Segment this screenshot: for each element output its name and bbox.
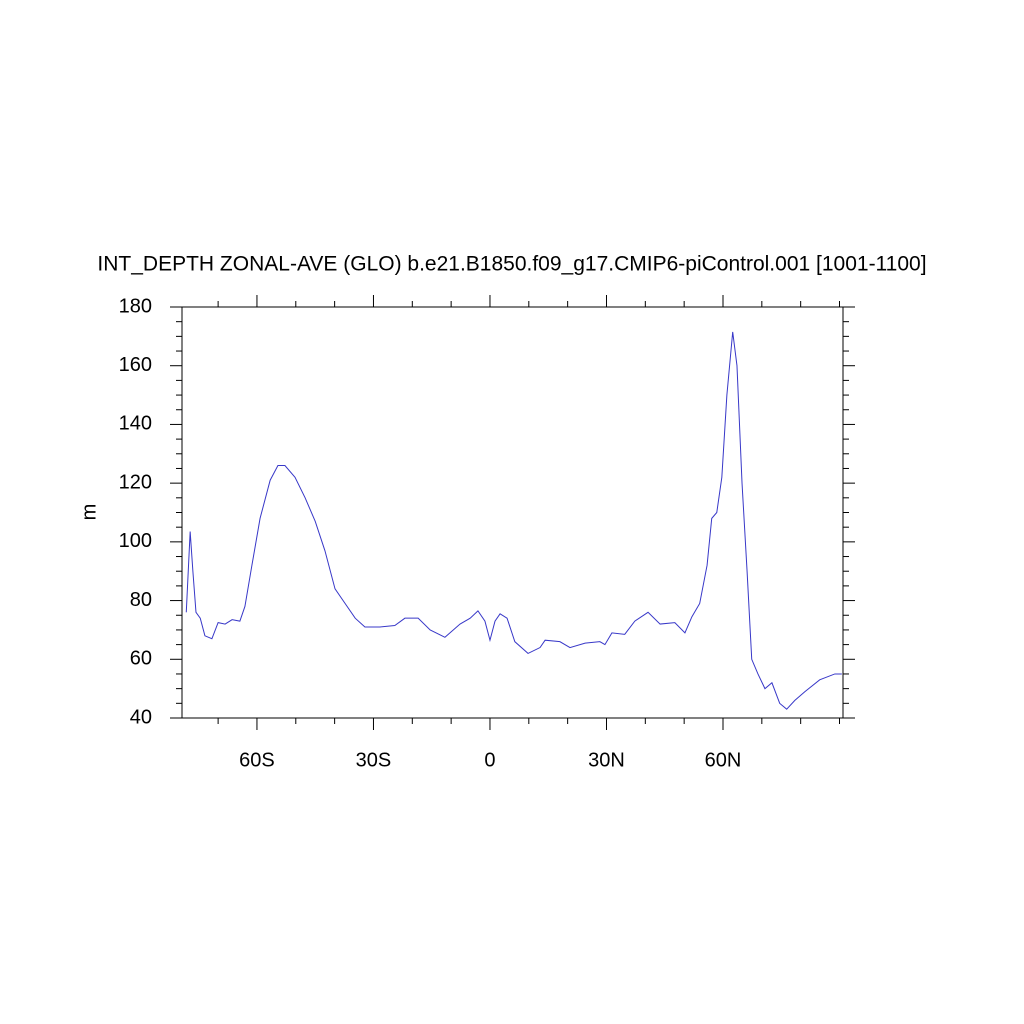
y-tick-label: 60 [130, 648, 152, 670]
data-line [185, 331, 842, 710]
x-tick-label: 30S [356, 749, 392, 771]
y-axis-label: m [78, 504, 100, 521]
y-tick-label: 80 [130, 589, 152, 611]
chart-title: INT_DEPTH ZONAL-AVE (GLO) b.e21.B1850.f0… [97, 253, 926, 276]
x-tick-label: 30N [588, 749, 625, 771]
y-tick-label: 120 [119, 471, 152, 493]
x-tick-label: 0 [484, 749, 495, 771]
y-tick-label: 40 [130, 706, 152, 728]
y-tick-label: 100 [119, 530, 152, 552]
x-tick-label: 60N [705, 749, 742, 771]
y-tick-label: 160 [119, 354, 152, 376]
y-tick-label: 140 [119, 413, 152, 435]
x-tick-label: 60S [239, 749, 275, 771]
y-tick-label: 180 [119, 295, 152, 317]
